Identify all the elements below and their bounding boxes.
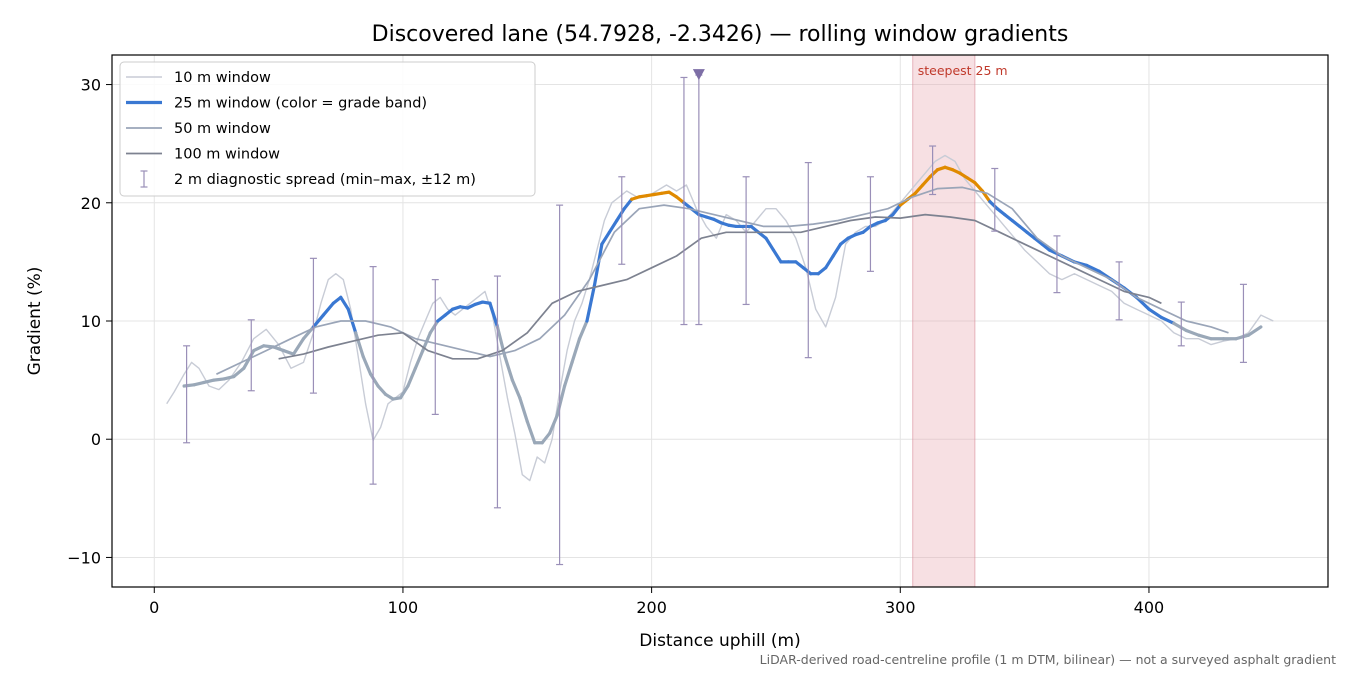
errorbar — [618, 177, 625, 264]
series-1-segment — [624, 199, 631, 208]
legend-entry: 10 m window — [174, 70, 271, 86]
series-1-segment — [580, 321, 587, 339]
errorbar — [1053, 236, 1060, 293]
series-1-segment — [617, 209, 624, 221]
series-1-segment — [594, 244, 601, 285]
x-axis-ticks: 0 100 200 300 400 — [149, 587, 1164, 617]
series-1-segment — [408, 368, 415, 386]
steepest-band-label: steepest 25 m — [918, 63, 1008, 78]
series-1-segment — [234, 368, 244, 376]
x-tick-label: 100 — [388, 598, 419, 617]
y-tick-label: 20 — [81, 194, 101, 213]
series-1-segment — [773, 250, 780, 262]
chart-title: Discovered lane (54.7928, -2.3426) — rol… — [372, 22, 1069, 47]
series-1-segment — [572, 339, 579, 363]
series-1-segment — [378, 386, 385, 394]
errorbar — [556, 205, 563, 564]
series-1-segment — [1236, 335, 1248, 339]
series-1-segment — [565, 362, 572, 386]
legend: 10 m window 25 m window (color = grade ba… — [120, 62, 535, 196]
errorbar — [248, 320, 255, 391]
series-1-segment — [430, 321, 437, 333]
x-tick-label: 400 — [1134, 598, 1165, 617]
series-1-segment — [833, 244, 840, 256]
legend-entry: 25 m window (color = grade band) — [174, 96, 427, 112]
y-tick-label: 10 — [81, 312, 101, 331]
series-1-segment — [371, 374, 378, 386]
series-1-segment — [512, 380, 519, 398]
legend-entry: 100 m window — [174, 147, 280, 163]
series-1-segment — [323, 303, 333, 315]
y-tick-label: −10 — [67, 548, 101, 567]
peak-marker — [693, 69, 705, 80]
series-1-segment — [975, 183, 982, 191]
errorbar — [494, 276, 501, 508]
errorbar — [743, 177, 750, 305]
y-tick-label: 30 — [81, 76, 101, 95]
series-1-segment — [1174, 323, 1186, 330]
series-1-segment — [826, 256, 833, 268]
steepest-band-rect — [913, 55, 975, 587]
x-axis-label: Distance uphill (m) — [639, 631, 800, 651]
errorbar — [695, 75, 702, 324]
marker-layer: steepest 25 m — [693, 63, 1008, 80]
y-axis-ticks: −10 0 10 20 30 — [67, 76, 112, 568]
series-1-segment — [415, 351, 422, 369]
x-tick-label: 200 — [636, 598, 667, 617]
errorbar — [1240, 284, 1247, 362]
steepest-band — [913, 55, 975, 587]
series-0-line — [167, 156, 1274, 481]
series-1-segment — [363, 356, 370, 374]
series-1-segment — [587, 286, 594, 321]
x-tick-label: 0 — [149, 598, 159, 617]
series-1-segment — [542, 433, 549, 442]
y-tick-label: 0 — [91, 430, 101, 449]
y-axis-label: Gradient (%) — [25, 267, 45, 376]
footnote: LiDAR-derived road-centreline profile (1… — [760, 652, 1336, 667]
legend-entry: 2 m diagnostic spread (min–max, ±12 m) — [174, 172, 476, 188]
legend-entry: 50 m window — [174, 121, 271, 137]
series-1-segment — [766, 238, 773, 250]
series-1-segment — [1186, 330, 1198, 335]
series-1-segment — [254, 346, 264, 351]
series-1-segment — [505, 356, 512, 380]
errorbar — [805, 163, 812, 358]
series-1-segment — [1199, 335, 1211, 339]
series-1-segment — [294, 339, 304, 354]
errorbar — [1178, 302, 1185, 346]
x-tick-label: 300 — [885, 598, 916, 617]
errorbar — [183, 346, 190, 443]
series-1-segment — [341, 297, 348, 309]
series-1-segment — [520, 398, 527, 422]
series-2-line — [216, 187, 1228, 374]
series-layer — [167, 156, 1274, 481]
